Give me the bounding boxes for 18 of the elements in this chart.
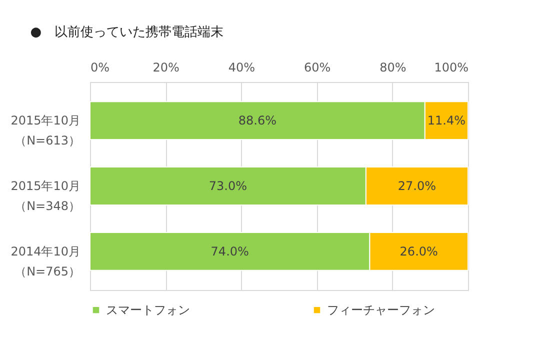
x-tick-label: 80% (380, 60, 406, 74)
y-tick-label: 2015年10月（N=613） (10, 114, 80, 148)
legend-label: スマートフォン (106, 303, 190, 318)
x-tick-label: 40% (228, 60, 256, 74)
data-label: 74.0% (210, 244, 249, 258)
legend-label: フィーチャーフォン (327, 303, 435, 318)
x-tick-label: 100% (434, 60, 468, 74)
y-tick-label: 2015年10月（N=348） (10, 179, 80, 213)
x-tick-label: 60% (304, 60, 331, 74)
data-label: 11.4% (427, 114, 466, 128)
x-tick-label: 20% (152, 60, 180, 74)
data-label: 27.0% (398, 179, 436, 193)
data-label: 73.0% (208, 179, 248, 193)
x-tick-label: 0% (90, 60, 110, 74)
data-label: 88.6% (238, 114, 277, 128)
data-label: 26.0% (400, 244, 438, 258)
y-tick-label: 2014年10月（N=765） (10, 244, 80, 278)
chart-title: ● 以前使っていた携帯電話端末 (30, 25, 224, 40)
